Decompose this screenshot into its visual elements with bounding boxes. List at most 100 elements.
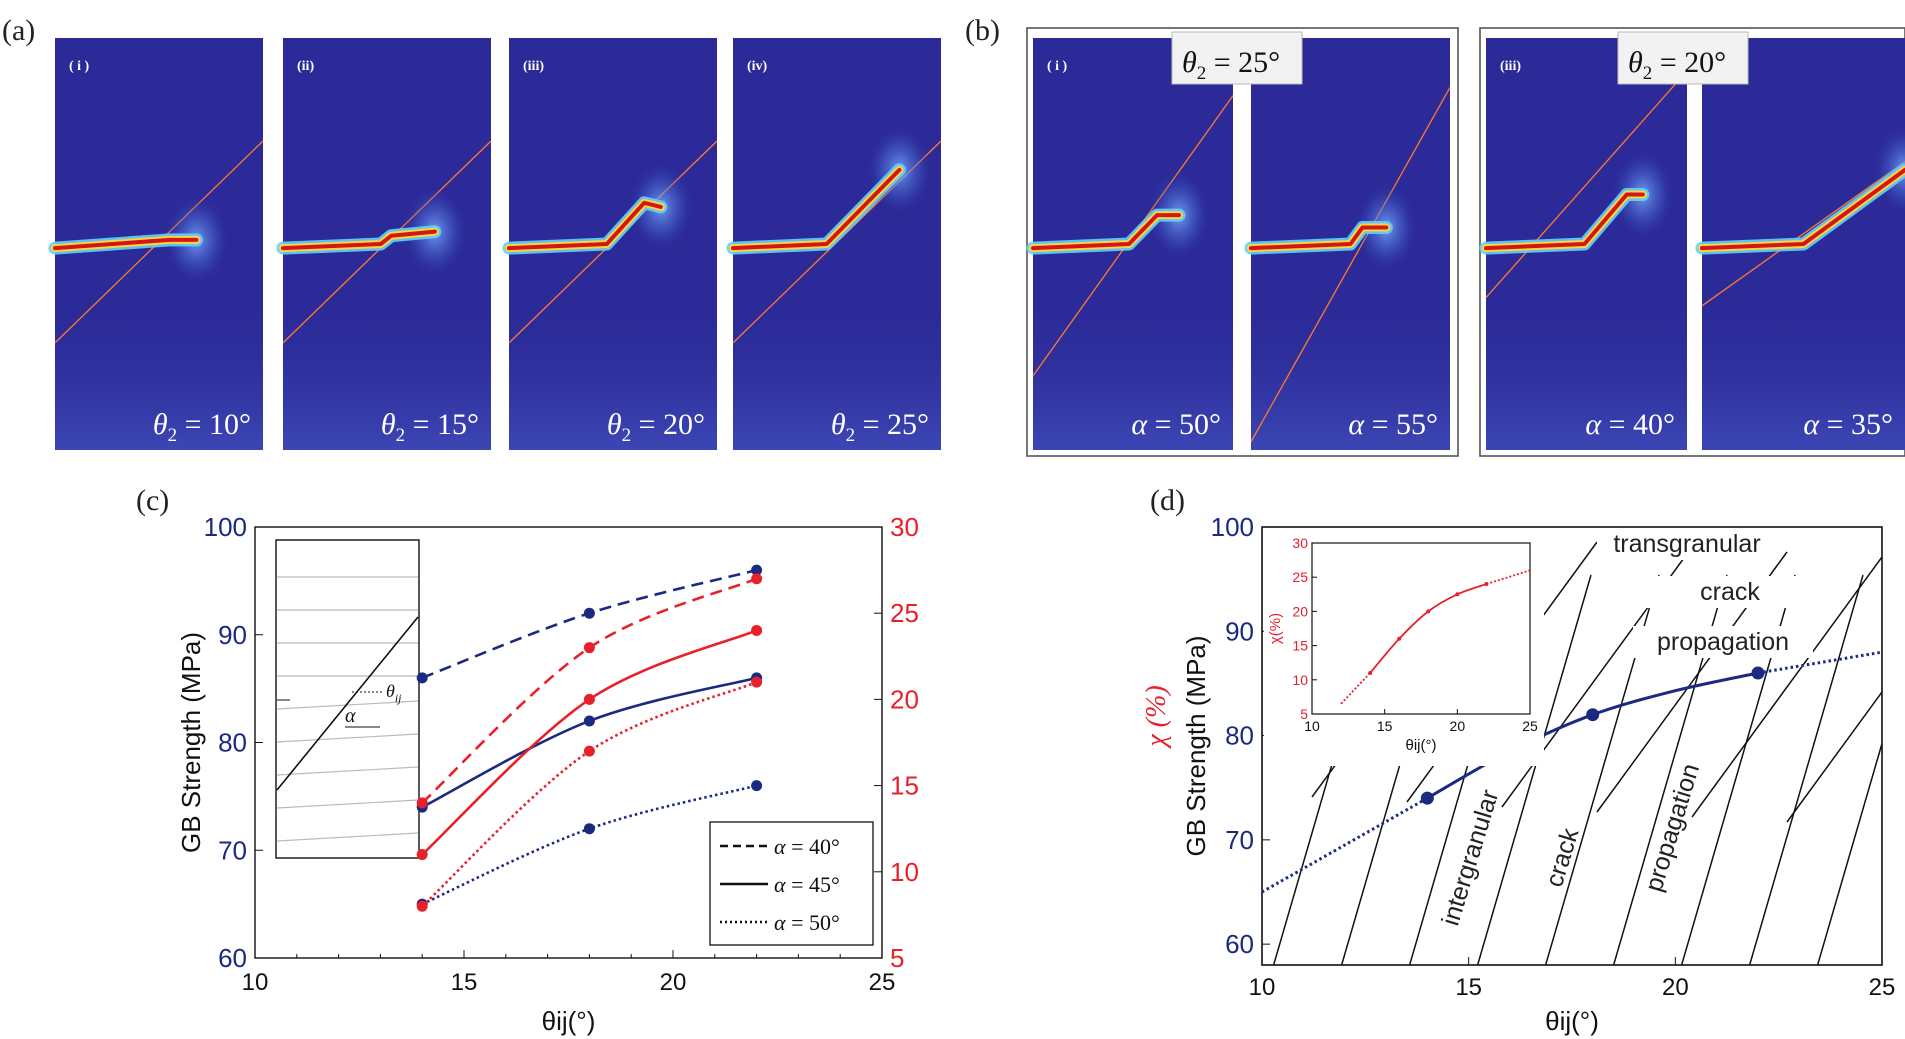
data-point — [751, 780, 763, 792]
panel-b-frame-1: ( i ) α = 50° — [1026, 38, 1234, 450]
x-tick-label: 25 — [869, 969, 896, 996]
param-subscript: 2 — [1643, 63, 1653, 84]
inset-boundary — [276, 616, 419, 791]
inset-y-tick-label: 10 — [1292, 672, 1308, 688]
param-symbol: α — [1348, 408, 1365, 441]
frame-roman-label: ( i ) — [69, 59, 90, 74]
param-value: = 35° — [1819, 408, 1893, 441]
region-label-bg — [1633, 626, 1813, 658]
data-point — [751, 676, 763, 688]
group-title-2: θ2 = 20° — [1628, 46, 1726, 84]
intergranular-line — [1748, 574, 1864, 965]
param-subscript: 2 — [846, 425, 856, 446]
data-point — [416, 797, 428, 809]
y-axis-label: GB Strength (MPa) — [176, 632, 206, 853]
series-line-6 — [421, 680, 758, 908]
crack-path — [1484, 192, 1645, 251]
series-line-2 — [1261, 796, 1429, 894]
field-glow — [1033, 293, 1233, 450]
crack-path — [281, 229, 437, 251]
x-tick-label: 10 — [1249, 974, 1276, 1001]
param-subscript: 2 — [622, 425, 632, 446]
region-label-bg — [1597, 528, 1777, 560]
grain-boundary-line — [1485, 70, 1688, 298]
y-right-tick-label: 20 — [890, 684, 919, 714]
param-value: = 20° — [1652, 46, 1726, 79]
y-tick-label: 70 — [1225, 825, 1254, 855]
crack-path — [1031, 213, 1181, 251]
x-tick-label: 20 — [1662, 974, 1689, 1001]
grain-boundary-line — [1701, 161, 1905, 307]
field-glow — [55, 293, 263, 450]
field-glow — [1251, 293, 1450, 450]
data-point — [1751, 666, 1765, 680]
inset-frame — [275, 539, 420, 859]
inset-y-tick-label: 30 — [1292, 535, 1308, 551]
param-symbol: α — [1131, 408, 1148, 441]
frame-roman-label: (iii) — [1500, 59, 1521, 74]
inset-lattice-line — [276, 799, 419, 809]
inset-theta-label: θij — [386, 681, 402, 705]
panel-a-frame-3: (iii) θ2 = 20° — [502, 38, 718, 450]
param-symbol: α — [1585, 408, 1602, 441]
param-value: = 50° — [1147, 408, 1221, 441]
inset-y-tick-label: 25 — [1292, 569, 1308, 585]
grain-boundary-line — [1250, 87, 1451, 443]
frame-parameter-label: θ2 = 20° — [607, 408, 705, 446]
x-tick-label: 15 — [1455, 974, 1482, 1001]
y-tick-label: 80 — [1225, 721, 1254, 751]
field-glow — [283, 293, 491, 450]
x-tick-label: 10 — [242, 969, 269, 996]
inset-x-tick-label: 20 — [1450, 718, 1466, 734]
frame-parameter-label: θ2 = 25° — [831, 408, 929, 446]
param-symbol: θ — [381, 408, 396, 441]
data-point — [751, 573, 763, 585]
x-axis-label: θij(°) — [1545, 1006, 1599, 1036]
transgranular-line — [1786, 690, 1882, 823]
inset-x-label: θij(°) — [1406, 737, 1437, 754]
y-right-tick-label: 5 — [890, 943, 904, 973]
legend-value: = 45° — [786, 872, 840, 897]
data-point — [751, 564, 763, 576]
inset-theta-symbol: θ — [386, 681, 395, 701]
frame-parameter-label: θ2 = 10° — [153, 408, 251, 446]
param-subscript: 2 — [396, 425, 406, 446]
group-title-box-2 — [1617, 31, 1749, 85]
data-point — [1420, 791, 1434, 805]
y-tick-label: 60 — [1225, 929, 1254, 959]
param-value: = 25° — [1206, 46, 1280, 79]
panel-d-chart: 10 15 20 25 60 70 80 90 100 θij(°) GB Strength (MP… — [1141, 512, 1895, 1036]
panel-b-group-1-border — [1026, 27, 1459, 457]
inset-y-label: χ(%) — [1267, 613, 1284, 644]
inset-series-2 — [1340, 672, 1371, 705]
legend-label: α = 50° — [774, 910, 840, 935]
panel-b-frame-4: (iv)α = 35° — [1695, 38, 1905, 450]
panel-a-frame-2: (ii) θ2 = 15° — [276, 38, 492, 450]
crack-path — [1249, 225, 1389, 251]
panel-b-frame-3: (iii) α = 40° — [1479, 38, 1688, 450]
frame-parameter-label: θ2 = 15° — [381, 408, 479, 446]
data-point — [583, 745, 595, 757]
region-upper-label: crack — [1700, 578, 1760, 606]
data-point — [416, 900, 428, 912]
y-axis-label-chi: χ (%) — [1141, 685, 1172, 749]
legend-param: α — [774, 872, 786, 897]
y-right-tick-label: 30 — [890, 512, 919, 542]
inset-lattice-line — [276, 700, 419, 710]
crack-path — [507, 200, 663, 251]
param-value: = 25° — [855, 408, 929, 441]
x-axis-label: θij(°) — [542, 1006, 596, 1036]
y-tick-label: 60 — [218, 943, 247, 973]
y-tick-label: 90 — [1225, 616, 1254, 646]
param-symbol: θ — [1182, 46, 1197, 79]
inset-schematic: α θij — [275, 539, 420, 859]
crack-path — [731, 167, 902, 251]
frame-parameter-label: α = 35° — [1803, 408, 1893, 441]
data-point — [416, 672, 428, 684]
inset-x-tick-label: 25 — [1522, 718, 1538, 734]
panel-c-chart: 10 15 20 25 60 70 80 90 100 5 10 15 20 25 30 θij(°) GB S… — [176, 512, 919, 1036]
param-subscript: 2 — [1197, 63, 1207, 84]
series-line-3 — [1757, 650, 1883, 675]
